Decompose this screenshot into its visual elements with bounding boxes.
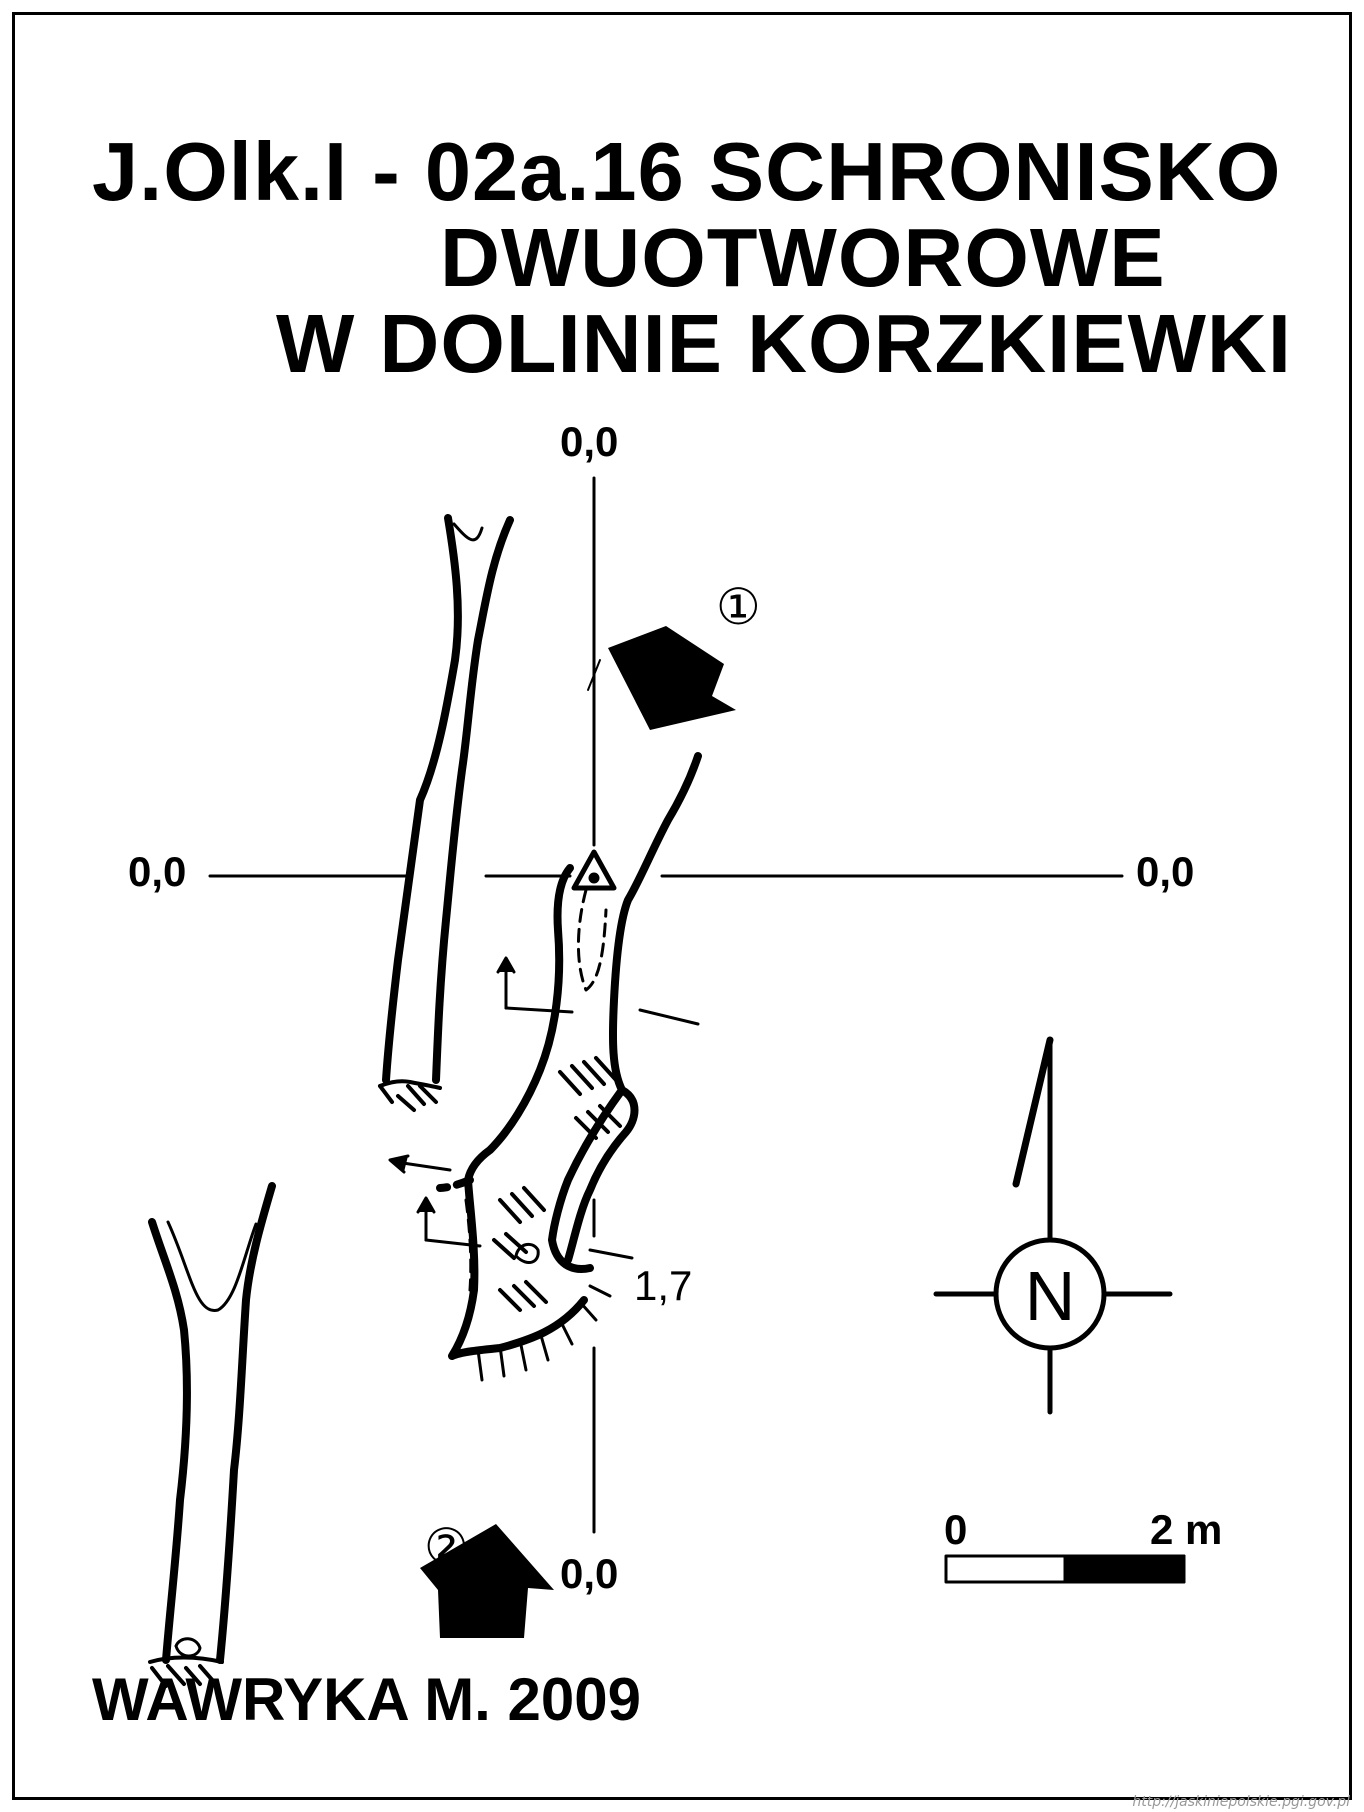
coord-right-label: 0,0 [1136, 848, 1195, 895]
scale-bar [944, 1554, 1186, 1584]
coord-left-label: 0,0 [128, 848, 187, 895]
floor-fringe [476, 1284, 612, 1382]
entrance-1-label: ① [716, 579, 761, 635]
entrance-1-arrow [608, 626, 736, 730]
section-arrow-upper [496, 956, 700, 1026]
survey-station-triangle [571, 849, 617, 891]
author: WAWRYKA M. 2009 [92, 1666, 641, 1733]
cross-section-2 [148, 1182, 276, 1688]
survey-axes [208, 476, 1124, 1534]
compass-rose [933, 1036, 1173, 1415]
entrance-1-bar [587, 659, 601, 691]
title-line-3: W DOLINIE KORZKIEWKI [276, 297, 1292, 390]
compass-half-arrow [1012, 1036, 1054, 1188]
cave-passage-plan [436, 752, 702, 1360]
cross-section-1 [378, 514, 514, 1112]
entrance-2-arrow [420, 1524, 554, 1638]
scale-start: 0 [944, 1506, 967, 1553]
scale-end: 2 m [1150, 1506, 1222, 1553]
rubble-hatching [492, 1056, 622, 1312]
title-line-2: DWUOTWOROWE [440, 211, 1166, 304]
boulder-icon [514, 1242, 540, 1265]
depth-marker-label: 1,7 [634, 1262, 693, 1309]
section-arrow-lower [388, 1154, 634, 1260]
watermark: http://jaskiniepolskie.pgi.gov.pl [1132, 1794, 1350, 1810]
map-frame [12, 12, 1352, 1800]
coord-top-label: 0,0 [560, 418, 619, 465]
title-line-1: J.Olk.I - 02a.16 SCHRONISKO [92, 125, 1282, 218]
coord-bottom-label: 0,0 [560, 1550, 619, 1597]
compass-letter: N [1025, 1257, 1076, 1335]
